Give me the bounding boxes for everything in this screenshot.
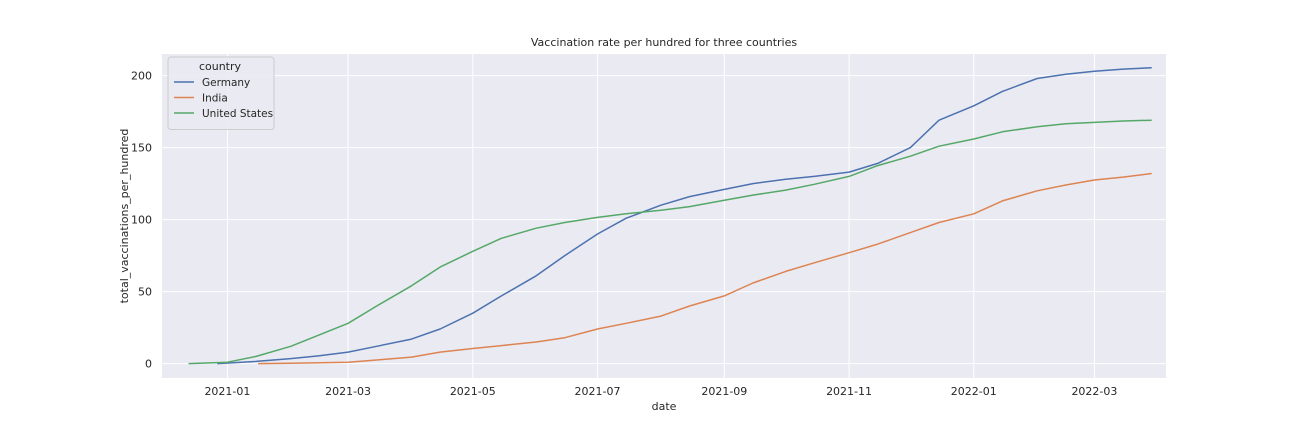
y-tick-label: 100 [131, 214, 152, 227]
chart-title: Vaccination rate per hundred for three c… [531, 36, 797, 49]
x-tick-label: 2021-09 [701, 385, 747, 398]
x-tick-label: 2021-07 [575, 385, 621, 398]
y-tick-label: 0 [145, 358, 152, 371]
plot-background [162, 54, 1166, 378]
y-tick-label: 50 [138, 286, 152, 299]
x-tick-label: 2021-11 [826, 385, 872, 398]
legend-box [167, 56, 275, 130]
x-axis-label: date [652, 400, 677, 413]
grid [162, 54, 1166, 378]
x-tick-label: 2021-03 [325, 385, 371, 398]
legend-label-united-states: United States [202, 108, 273, 120]
legend: country Germany India United States [167, 56, 275, 130]
series-line-united-states [188, 119, 1152, 365]
x-tick-label: 2022-03 [1071, 385, 1117, 398]
series-lines [188, 66, 1152, 365]
legend-title: country [199, 60, 242, 73]
legend-label-india: India [202, 93, 228, 105]
y-axis-label: total_vaccinations_per_hundred [118, 129, 131, 304]
legend-label-germany: Germany [202, 77, 250, 89]
series-line-germany [217, 66, 1152, 365]
x-tick-label: 2021-05 [450, 385, 496, 398]
series-line-india [258, 172, 1152, 365]
y-tick-label: 150 [131, 142, 152, 155]
x-ticks: 2021-01 2021-03 2021-05 2021-07 2021-09 2021-… [204, 385, 1117, 398]
y-ticks: 0 50 100 150 200 [131, 70, 152, 371]
legend-entries: Germany India United States [174, 77, 273, 120]
x-tick-label: 2022-01 [951, 385, 997, 398]
x-tick-label: 2021-01 [204, 385, 250, 398]
y-tick-label: 200 [131, 70, 152, 83]
